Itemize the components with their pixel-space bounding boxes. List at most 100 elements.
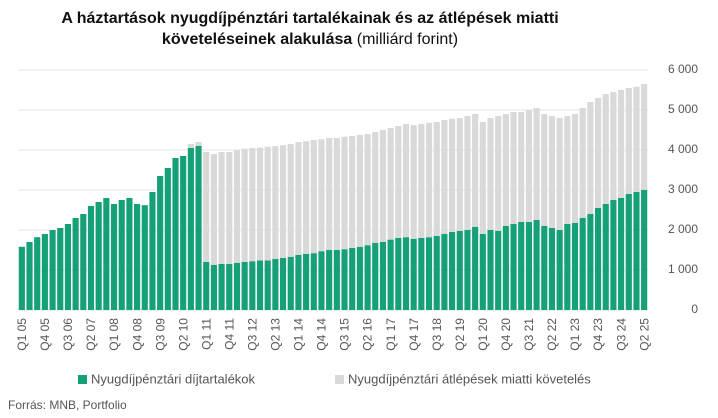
- bar-segment: [418, 238, 425, 310]
- legend-swatch: [78, 375, 87, 384]
- bar-segment: [548, 116, 556, 228]
- bar-segment: [195, 146, 202, 310]
- x-tick-label: Q2 07: [84, 318, 98, 351]
- bar-segment: [525, 110, 532, 222]
- x-tick-label: Q4 14: [315, 318, 329, 351]
- bar-segment: [541, 226, 548, 310]
- bar-segment: [318, 251, 325, 310]
- x-tick-label: Q3 18: [430, 318, 444, 351]
- bar-segment: [395, 238, 402, 310]
- x-tick-label: Q1 05: [15, 318, 29, 351]
- bar-segment: [256, 260, 264, 310]
- legend-label: Nyugdíjpénztári díjtartalékok: [91, 371, 256, 386]
- bar-segment: [456, 230, 463, 310]
- bar-segment: [402, 124, 410, 238]
- bar-segment: [295, 254, 302, 310]
- bar-segment: [49, 230, 56, 310]
- bar-segment: [210, 154, 217, 265]
- bar-segment: [256, 147, 264, 261]
- bar-segment: [602, 204, 609, 310]
- bar-segment: [180, 156, 187, 310]
- bar-segment: [333, 138, 340, 250]
- bar-segment: [87, 206, 95, 310]
- bar-segment: [241, 262, 248, 310]
- bar-segment: [172, 158, 179, 310]
- bar-segment: [502, 114, 509, 226]
- bar-segment: [456, 118, 463, 231]
- bar-segment: [164, 168, 171, 310]
- bar-segment: [402, 237, 410, 310]
- bar-segment: [502, 226, 509, 310]
- bar-segment: [310, 253, 317, 310]
- bar-segment: [233, 262, 241, 310]
- bar-segment: [318, 139, 325, 252]
- bar-segment: [464, 230, 471, 310]
- bar-segment: [303, 141, 310, 254]
- bar-segment: [218, 152, 225, 264]
- bar-segment: [356, 134, 363, 247]
- bar-segment: [410, 238, 417, 310]
- bar-segment: [395, 126, 402, 238]
- bar-segment: [218, 264, 225, 310]
- bar-segment: [449, 232, 456, 310]
- bar-segment: [157, 176, 164, 310]
- bar-segment: [295, 142, 302, 255]
- x-tick-label: Q1 14: [292, 318, 306, 351]
- bar-segment: [210, 264, 217, 310]
- bar-segment: [134, 204, 141, 310]
- bar-segment: [264, 260, 271, 310]
- bar-segment: [510, 224, 517, 310]
- bar-segment: [72, 218, 79, 310]
- bar-segment: [26, 242, 33, 310]
- bar-segment: [272, 258, 279, 310]
- bar-segment: [472, 226, 479, 310]
- bar-segment: [579, 218, 586, 310]
- bar-segment: [341, 136, 348, 250]
- x-tick-label: Q3 15: [338, 318, 352, 351]
- bar-segment: [510, 112, 517, 224]
- bar-segment: [287, 256, 294, 310]
- bar-segment: [264, 146, 271, 261]
- chart-title: A háztartások nyugdíjpénztári tartalékai…: [61, 10, 559, 48]
- x-tick-label: Q2 10: [176, 318, 190, 351]
- x-tick-label: Q2 13: [269, 318, 283, 351]
- bar-segment: [479, 122, 486, 234]
- bar-segment: [349, 248, 356, 310]
- x-tick-label: Q3 12: [246, 318, 260, 351]
- x-tick-label: Q3 21: [522, 318, 536, 351]
- x-tick-label: Q4 23: [591, 318, 605, 351]
- y-tick-label: 2 000: [668, 222, 698, 236]
- bar-segment: [126, 198, 133, 310]
- bar-segment: [548, 228, 556, 310]
- bar-segment: [387, 128, 394, 240]
- bar-segment: [495, 230, 502, 310]
- bar-segment: [364, 134, 371, 246]
- x-tick-label: Q4 17: [407, 318, 421, 351]
- bar-segment: [103, 198, 110, 310]
- bar-segment: [487, 118, 494, 230]
- bar-segment: [425, 237, 433, 310]
- bar-segment: [571, 222, 579, 310]
- x-tick-label: Q4 08: [130, 318, 144, 351]
- bar-segment: [633, 86, 640, 192]
- bar-segment: [433, 122, 440, 236]
- x-tick-label: Q1 11: [199, 318, 213, 350]
- bar-segment: [341, 249, 348, 310]
- bar-segment: [564, 224, 571, 310]
- bar-segment: [579, 108, 586, 218]
- bar-segment: [349, 136, 356, 248]
- y-tick-label: 4 000: [668, 142, 698, 156]
- y-tick-label: 6 000: [668, 62, 698, 76]
- bar-segment: [203, 262, 210, 310]
- bar-segment: [18, 246, 25, 310]
- bar-segment: [187, 144, 194, 148]
- x-tick-label: Q4 05: [38, 318, 52, 351]
- bar-segment: [241, 148, 248, 262]
- x-tick-label: Q1 08: [107, 318, 121, 351]
- x-tick-label: Q4 20: [499, 318, 513, 351]
- x-tick-label: Q2 25: [637, 318, 651, 351]
- bar-segment: [495, 116, 502, 231]
- bar-segment: [57, 228, 64, 310]
- bar-segment: [441, 120, 448, 234]
